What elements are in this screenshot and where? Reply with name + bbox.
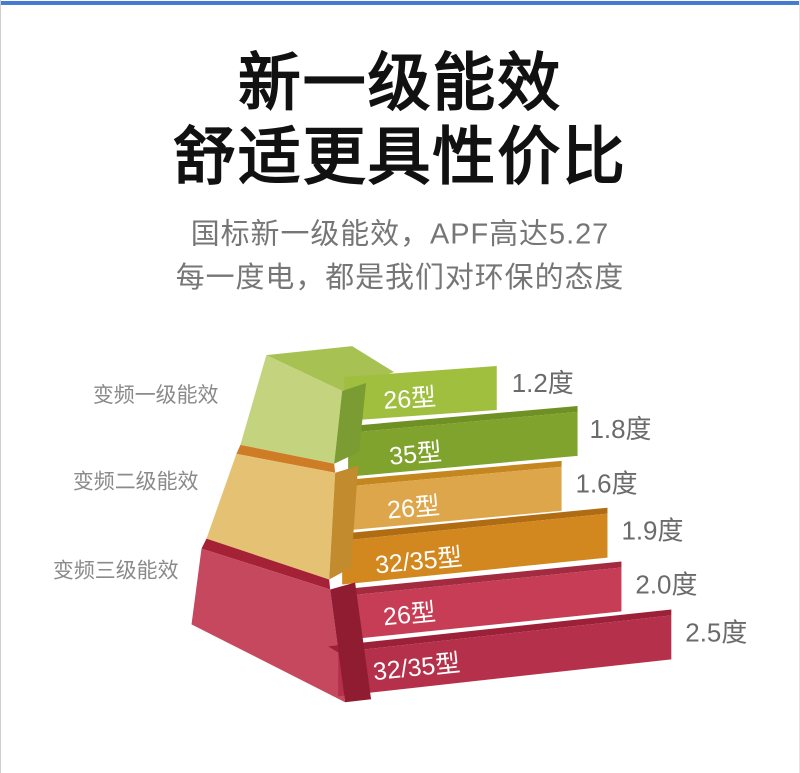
tier1-side-face <box>334 383 367 464</box>
page-title-line1: 新一级能效 <box>238 49 562 119</box>
value-label-tier3-26: 2.0度 <box>635 570 697 599</box>
value-label-tier3-3235: 2.5度 <box>685 618 747 647</box>
page-subtitle-line2: 每一度电，都是我们对环保的态度 <box>176 262 625 294</box>
tier3-left-face <box>191 548 346 703</box>
value-label-tier1-26: 1.2度 <box>512 369 574 398</box>
bar-face-tier3-3235 <box>338 615 672 697</box>
tier2-side-face <box>329 465 359 580</box>
tier3-top-lip <box>201 538 331 590</box>
bar-face-tier1-26 <box>344 366 497 421</box>
tier2-left-face <box>206 453 336 580</box>
tier3-side-face <box>330 582 372 703</box>
tier1-label: 变频一级能效 <box>93 384 219 407</box>
bar-label-tier3-26: 26型 <box>382 598 437 631</box>
bar-top-face-tier2-3235 <box>332 507 608 541</box>
tier3-label: 变频三级能效 <box>53 560 179 583</box>
tier2-label: 变频二级能效 <box>73 471 199 494</box>
page-subtitle-line1: 国标新一级能效，APF高达5.27 <box>191 218 610 250</box>
bar-label-tier1-35: 35型 <box>388 438 443 471</box>
bar-face-tier3-26 <box>340 567 622 641</box>
value-label-tier2-3235: 1.9度 <box>621 517 683 546</box>
bar-face-tier1-35 <box>348 411 578 477</box>
value-label-tier1-35: 1.8度 <box>590 415 652 444</box>
bar-top-face-tier3-26 <box>330 561 622 597</box>
page-title-line2: 舒适更具性价比 <box>173 123 627 193</box>
top-accent-bar <box>1 0 799 5</box>
bar-face-tier2-3235 <box>342 513 608 585</box>
bar-top-face-tier2-26 <box>336 460 562 487</box>
bar-top-face-tier1-35 <box>340 405 578 433</box>
bar-label-tier2-26: 26型 <box>386 492 441 525</box>
tier1-left-face <box>240 355 343 464</box>
value-label-tier2-26: 1.6度 <box>576 470 638 499</box>
tier2-top-lip <box>236 444 336 473</box>
bar-top-face-tier3-3235 <box>328 609 672 653</box>
bar-label-tier1-26: 26型 <box>382 383 437 415</box>
bar-face-tier2-26 <box>344 466 562 531</box>
